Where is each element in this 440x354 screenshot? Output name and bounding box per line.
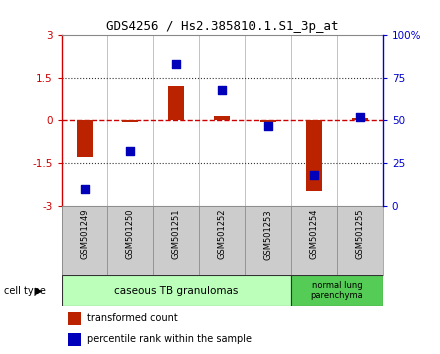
Text: caseous TB granulomas: caseous TB granulomas bbox=[114, 286, 238, 296]
Point bbox=[311, 172, 318, 178]
Bar bbox=[62, 206, 107, 275]
Bar bbox=[168, 86, 184, 120]
Point bbox=[219, 87, 226, 93]
Text: percentile rank within the sample: percentile rank within the sample bbox=[87, 335, 252, 344]
Bar bbox=[154, 206, 199, 275]
Point bbox=[173, 62, 180, 67]
Text: ▶: ▶ bbox=[35, 286, 43, 296]
Point bbox=[81, 186, 88, 192]
Bar bbox=[62, 275, 291, 306]
Bar bbox=[68, 312, 81, 325]
Point bbox=[127, 148, 134, 154]
Point bbox=[264, 123, 271, 129]
Bar bbox=[77, 120, 92, 157]
Text: transformed count: transformed count bbox=[87, 313, 178, 323]
Bar bbox=[306, 120, 322, 192]
Text: GSM501255: GSM501255 bbox=[356, 209, 364, 259]
Bar bbox=[199, 206, 245, 275]
Bar bbox=[68, 333, 81, 346]
Bar bbox=[107, 206, 154, 275]
Bar bbox=[291, 206, 337, 275]
Bar bbox=[214, 116, 230, 120]
Bar bbox=[122, 120, 139, 122]
Text: GSM501251: GSM501251 bbox=[172, 209, 181, 259]
Bar bbox=[291, 275, 383, 306]
Bar bbox=[260, 120, 276, 122]
Point bbox=[356, 114, 363, 120]
Text: GSM501249: GSM501249 bbox=[80, 209, 89, 259]
Bar bbox=[352, 118, 368, 120]
Text: GSM501254: GSM501254 bbox=[309, 209, 319, 259]
Text: normal lung
parenchyma: normal lung parenchyma bbox=[311, 281, 363, 300]
Bar bbox=[245, 206, 291, 275]
Text: GSM501253: GSM501253 bbox=[264, 209, 273, 259]
Bar bbox=[337, 206, 383, 275]
Title: GDS4256 / Hs2.385810.1.S1_3p_at: GDS4256 / Hs2.385810.1.S1_3p_at bbox=[106, 20, 338, 33]
Text: GSM501252: GSM501252 bbox=[218, 209, 227, 259]
Text: cell type: cell type bbox=[4, 286, 46, 296]
Text: GSM501250: GSM501250 bbox=[126, 209, 135, 259]
